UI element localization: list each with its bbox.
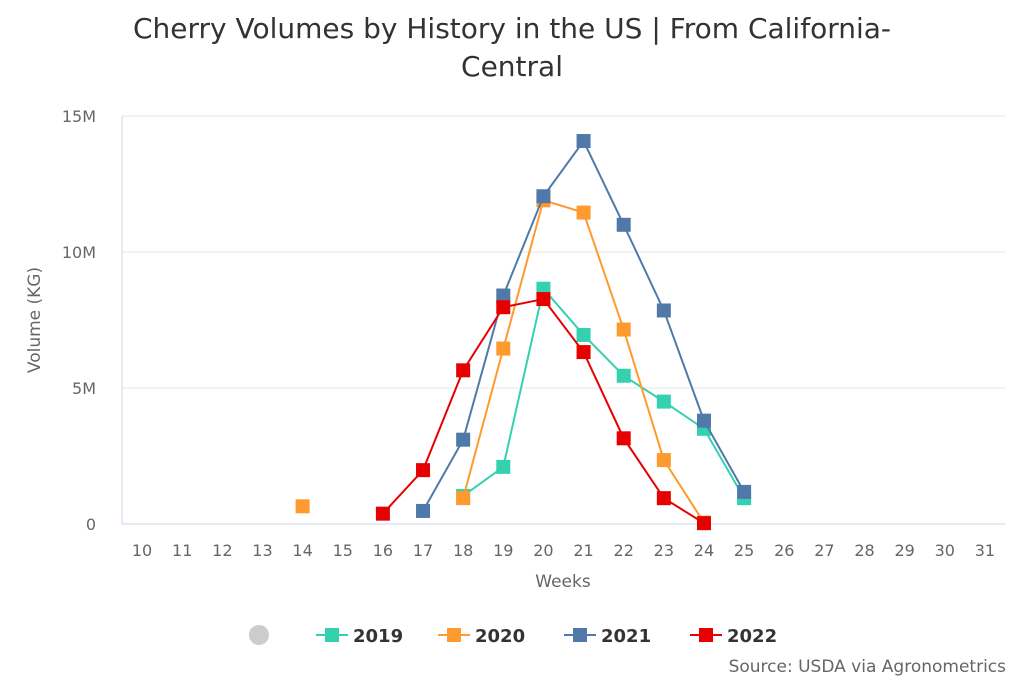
x-tick-label: 11	[172, 541, 192, 560]
data-point[interactable]	[416, 503, 431, 518]
x-tick-label: 17	[413, 541, 433, 560]
data-point[interactable]	[656, 303, 671, 318]
legend-marker	[573, 628, 587, 642]
x-tick-label: 10	[132, 541, 152, 560]
series-2020	[295, 193, 711, 530]
x-tick-label: 27	[814, 541, 834, 560]
x-tick-label: 26	[774, 541, 794, 560]
data-point[interactable]	[536, 189, 551, 204]
data-point[interactable]	[616, 217, 631, 232]
data-point[interactable]	[656, 394, 671, 409]
data-point[interactable]	[576, 134, 591, 149]
x-tick-label: 30	[935, 541, 955, 560]
x-tick-label: 20	[533, 541, 553, 560]
series-line	[462, 199, 705, 524]
x-tick-label: 13	[252, 541, 272, 560]
chart-title-line-2: Central	[461, 50, 563, 83]
series-2022	[375, 292, 711, 531]
source-credit: Source: USDA via Agronometrics	[729, 657, 1007, 677]
x-tick-label: 23	[654, 541, 674, 560]
legend-item-2019[interactable]: 2019	[316, 626, 403, 647]
series-line	[422, 139, 745, 512]
data-point[interactable]	[416, 463, 431, 478]
series-2021	[416, 134, 752, 518]
x-tick-label: 24	[694, 541, 714, 560]
chart-title-line-1: Cherry Volumes by History in the US | Fr…	[132, 12, 892, 45]
data-point[interactable]	[576, 345, 591, 360]
x-tick-label: 31	[975, 541, 995, 560]
data-point[interactable]	[616, 322, 631, 337]
x-tick-label: 21	[573, 541, 593, 560]
legend-marker	[325, 628, 339, 642]
legend-toggle-dot[interactable]	[249, 625, 269, 645]
series-line	[382, 297, 705, 525]
data-point[interactable]	[496, 341, 511, 356]
x-tick-label: 15	[333, 541, 353, 560]
x-tick-label: 16	[373, 541, 393, 560]
x-tick-label: 29	[894, 541, 914, 560]
y-tick-label: 10M	[62, 243, 96, 262]
data-point[interactable]	[656, 453, 671, 468]
data-point[interactable]	[456, 432, 471, 447]
data-point[interactable]	[456, 363, 471, 378]
x-tick-label: 14	[292, 541, 312, 560]
data-point[interactable]	[616, 431, 631, 446]
data-point[interactable]	[496, 300, 511, 315]
x-tick-label: 25	[734, 541, 754, 560]
data-point[interactable]	[496, 288, 511, 303]
legend-item-2021[interactable]: 2021	[564, 626, 651, 647]
data-point[interactable]	[737, 484, 752, 499]
y-tick-label: 15M	[62, 107, 96, 126]
data-point[interactable]	[375, 506, 390, 521]
x-tick-label: 18	[453, 541, 473, 560]
legend-label: 2019	[353, 626, 403, 647]
chart-title: Cherry Volumes by History in the US | Fr…	[0, 10, 1024, 86]
data-point[interactable]	[576, 327, 591, 342]
data-point[interactable]	[656, 491, 671, 506]
x-tick-label: 19	[493, 541, 513, 560]
legend-label: 2020	[475, 626, 525, 647]
x-axis-title: Weeks	[535, 572, 591, 592]
data-point[interactable]	[616, 368, 631, 383]
data-point[interactable]	[576, 205, 591, 220]
legend-item-2020[interactable]: 2020	[438, 626, 525, 647]
y-axis-title: Volume (KG)	[25, 267, 45, 373]
data-point[interactable]	[496, 459, 511, 474]
x-tick-label: 22	[614, 541, 634, 560]
legend-marker	[699, 628, 713, 642]
legend-marker	[447, 628, 461, 642]
data-point[interactable]	[696, 413, 711, 428]
y-tick-label: 5M	[72, 379, 96, 398]
y-tick-label: 0	[86, 515, 96, 534]
legend-label: 2022	[727, 626, 777, 647]
legend-label: 2021	[601, 626, 651, 647]
data-point[interactable]	[696, 516, 711, 531]
x-tick-label: 28	[854, 541, 874, 560]
data-point[interactable]	[456, 491, 471, 506]
legend-item-2022[interactable]: 2022	[690, 626, 777, 647]
data-point[interactable]	[536, 292, 551, 307]
x-tick-label: 12	[212, 541, 232, 560]
data-point[interactable]	[295, 499, 310, 514]
